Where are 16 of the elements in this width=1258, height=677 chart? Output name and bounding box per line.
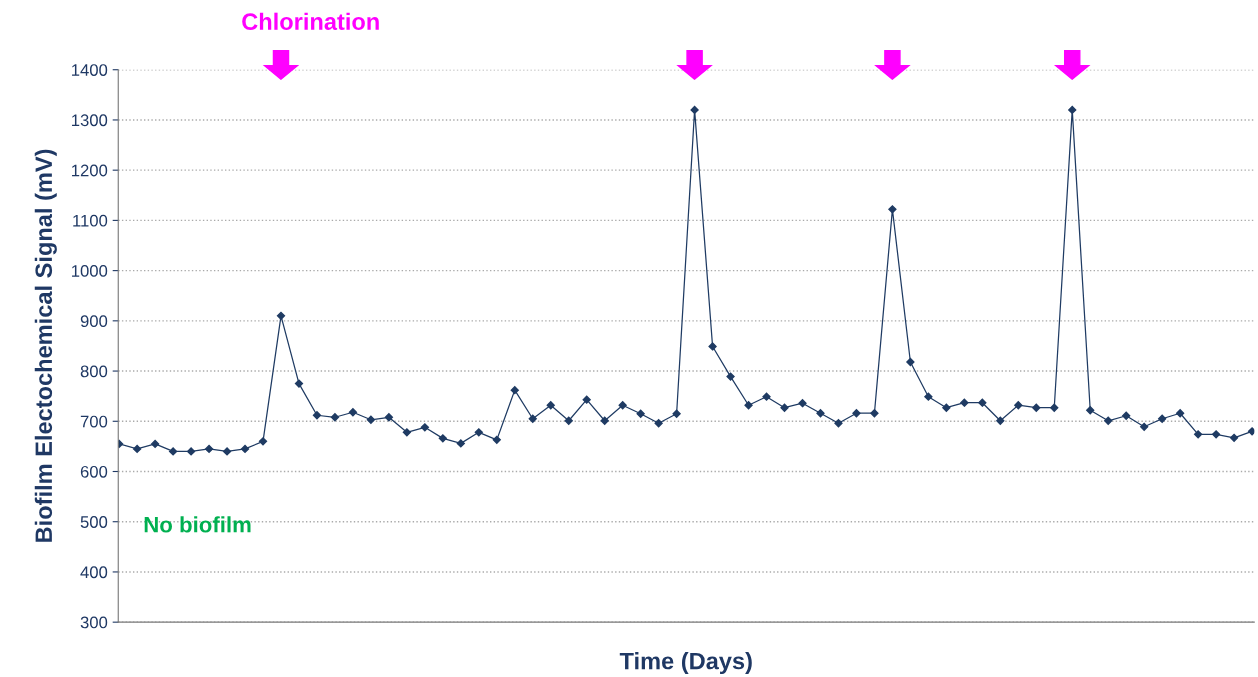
y-tick-label: 300 xyxy=(80,616,108,629)
y-tick-label: 900 xyxy=(80,315,108,328)
y-tick-label: 1400 xyxy=(72,64,108,76)
y-tick-label: 600 xyxy=(80,465,108,478)
y-axis-title: Biofilm Electochemical Signal (mV) xyxy=(34,149,57,542)
y-tick-label: 700 xyxy=(80,415,108,428)
y-tick-label: 1000 xyxy=(72,265,108,277)
y-tick-label: 500 xyxy=(80,516,108,528)
y-tick-label: 1100 xyxy=(73,214,108,227)
y-tick-label: 800 xyxy=(80,365,108,378)
annotation: No biofilm xyxy=(144,516,251,533)
text: Chlorination xyxy=(242,12,379,31)
y-tick-label: 1200 xyxy=(72,164,108,177)
y-tick-label: 1300 xyxy=(72,114,108,127)
x-axis-title: Time (Days) xyxy=(619,652,752,675)
y-tick-label: 400 xyxy=(80,566,108,579)
